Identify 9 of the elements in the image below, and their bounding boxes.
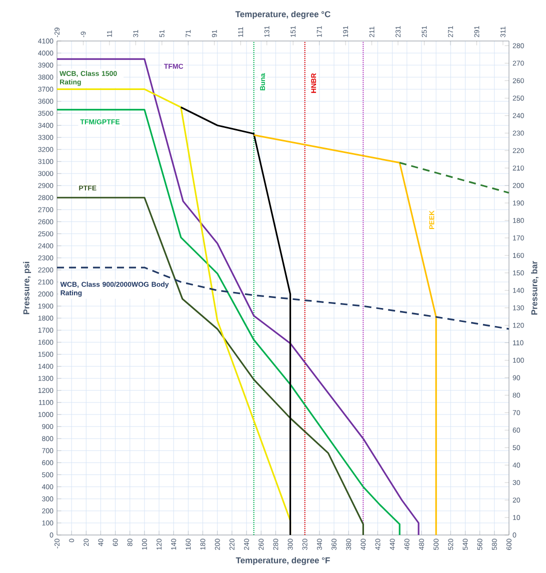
x-axis-title: Temperature, degree °F — [236, 557, 330, 566]
y2-axis-title: Pressure, bar — [531, 260, 539, 315]
line-series — [253, 134, 437, 536]
y-axis-title: Pressure, psi — [23, 262, 32, 314]
line-series — [56, 266, 510, 330]
line-series — [56, 58, 420, 536]
x2-axis-title: Temperature, degree °C — [235, 10, 330, 19]
line-series — [56, 196, 364, 536]
line-series — [180, 106, 292, 536]
